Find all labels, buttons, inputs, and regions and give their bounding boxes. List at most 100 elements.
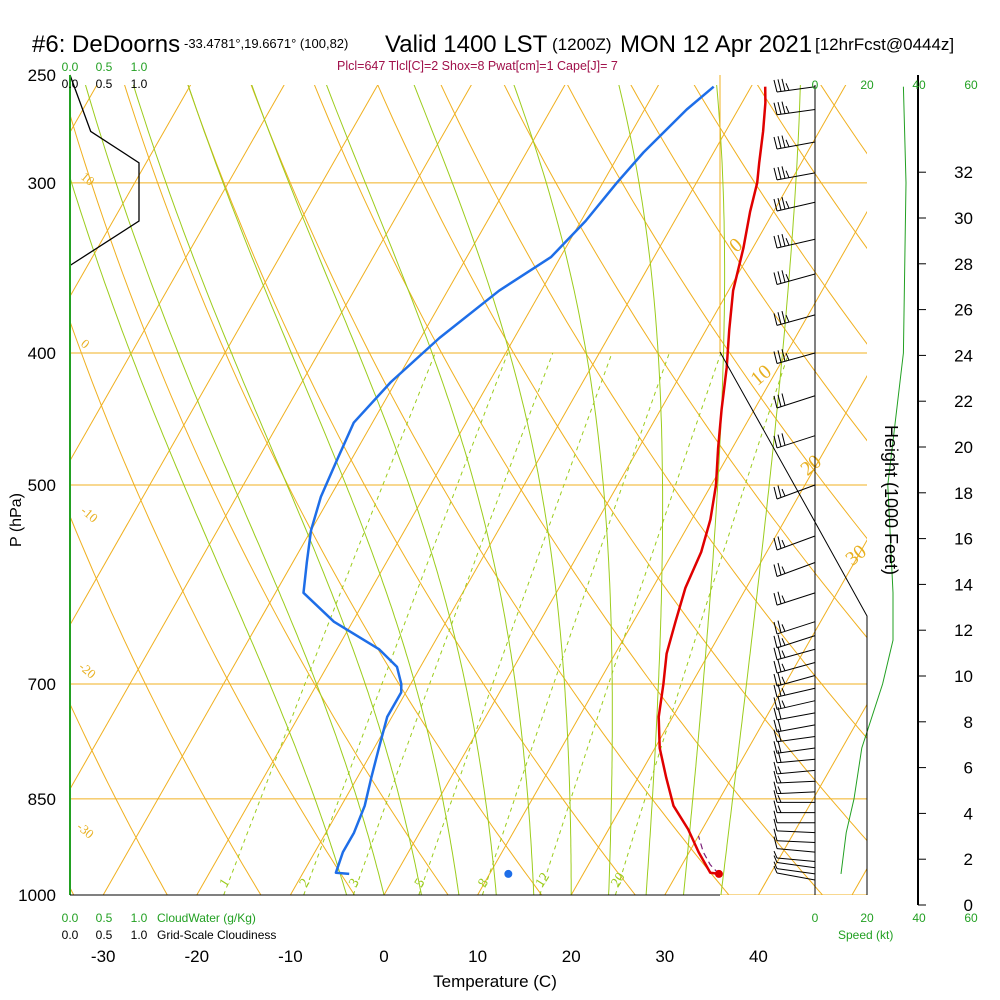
cloudiness-scale-top: 0.0 [62,77,79,91]
wind-barb [773,850,816,863]
moist-adiabat [618,85,664,895]
wind-barb-flag [777,795,782,803]
pressure-tick: 1000 [18,886,56,905]
wind-barb-shaft [776,747,816,754]
dry-adiabat-label: 0 [78,336,93,352]
wind-barb-flag [781,349,786,362]
moist-adiabat [683,85,726,895]
wind-barb-flag [773,697,778,710]
wind-barb [773,828,816,843]
wind-barb-flag [785,274,790,282]
wind-barb-flag [773,102,778,115]
cloudwater-scale-top: 0.5 [96,60,113,74]
wind-barb-flag [777,394,782,407]
wind-barb-shaft [776,712,816,721]
cloudwater-scale-bottom: 0.0 [62,911,79,925]
wind-barb [773,659,816,674]
dry-adiabat [70,702,168,895]
wind-barb [773,135,816,150]
wind-barb-flag [785,83,790,91]
wind-barb-flag [773,818,778,832]
speed-scale-top: 40 [912,78,926,92]
isotherm-label: 30 [841,541,870,571]
forecast-date: MON 12 Apr 2021 [620,31,812,58]
wind-barb [773,620,816,635]
temperature-tick: 20 [562,947,581,966]
wind-barb-shaft [776,238,816,249]
wind-barb [773,818,816,834]
wind-barb-flag [773,729,778,742]
wind-barb-flag [777,620,782,633]
mixing-ratio-label: 12 [533,870,553,890]
wind-barb-flag [777,750,782,763]
parcel-path [697,835,720,875]
mixing-ratio-line [418,352,613,895]
wind-barb-flag [773,647,778,660]
wind-barb-shaft [776,780,816,784]
station-coords: -33.4781°,19.6671° (100,82) [184,36,348,51]
wind-barb-flag [777,562,782,576]
profile-series [302,85,767,876]
wind-barb-shaft [776,662,816,674]
wind-barb-shaft [776,868,816,875]
cloudwater-label: CloudWater (g/Kg) [157,911,256,925]
dry-adiabat [124,85,543,895]
dry-adiabat-label: 10 [78,169,98,189]
wind-barb-shaft [776,435,816,449]
speed-scale-top: 0 [812,78,819,92]
wind-barb-flag [781,676,786,685]
wind-barb-flag [773,486,778,500]
wind-barb-flag [773,673,778,687]
surface-point-temperature [714,869,723,878]
cloudiness-label: Grid-Scale Cloudiness [157,928,276,942]
wind-speed-profile [840,86,907,874]
temperature-tick: -30 [91,947,116,966]
wind-barb-shaft [776,700,816,710]
surface-point-dewpoint [504,869,513,878]
wind-barb-flag [773,435,778,449]
wind-barb-flag [781,101,786,114]
dry-adiabat [70,112,449,895]
height-axis-label: Height (1000 Feet) [881,425,901,575]
wind-barb-flag [773,167,778,181]
wind-barb-shaft [776,635,816,649]
pressure-tick: 250 [28,66,56,85]
wind-barb-flag [773,865,778,874]
temperature-tick: 30 [655,947,674,966]
wind-barb-flag [773,621,778,635]
wind-barb-shaft [776,141,816,150]
height-tick: 12 [954,621,973,640]
temperature-tick: -10 [278,947,303,966]
cloud-panel [69,74,140,267]
isotherm [70,85,192,298]
wind-barb-flag [777,136,782,149]
moist-adiabat [513,85,613,895]
wind-barb [773,800,815,814]
wind-barb-flag [781,197,786,210]
pressure-tick: 400 [28,344,56,363]
moist-adiabat [85,85,385,895]
wind-barb [773,101,816,116]
wind-barb-flag [777,740,782,753]
wind-barb [773,696,816,710]
dry-adiabat [440,85,867,739]
height-tick: 22 [954,392,973,411]
mixing-ratio-line [481,352,670,895]
wind-barb-flag [777,766,782,774]
wind-barb-flag [773,235,778,249]
wind-barb-flag [777,79,782,92]
wind-barb-flag [773,741,778,754]
cloudiness-scale-bottom: 0.5 [96,928,113,942]
wind-barb-flag [773,635,778,648]
dry-adiabat [70,514,262,895]
wind-barb [773,672,816,687]
wind-barb-flag [781,687,786,696]
mixing-ratio-line [303,352,509,895]
wind-barb [773,810,815,824]
wind-barb-flag [781,624,786,632]
wind-barb-flag [781,638,786,646]
wind-barb-flag [773,79,778,93]
dewpoint-profile [302,85,715,876]
height-tick: 8 [964,713,973,732]
mixing-ratio-line [223,352,436,895]
